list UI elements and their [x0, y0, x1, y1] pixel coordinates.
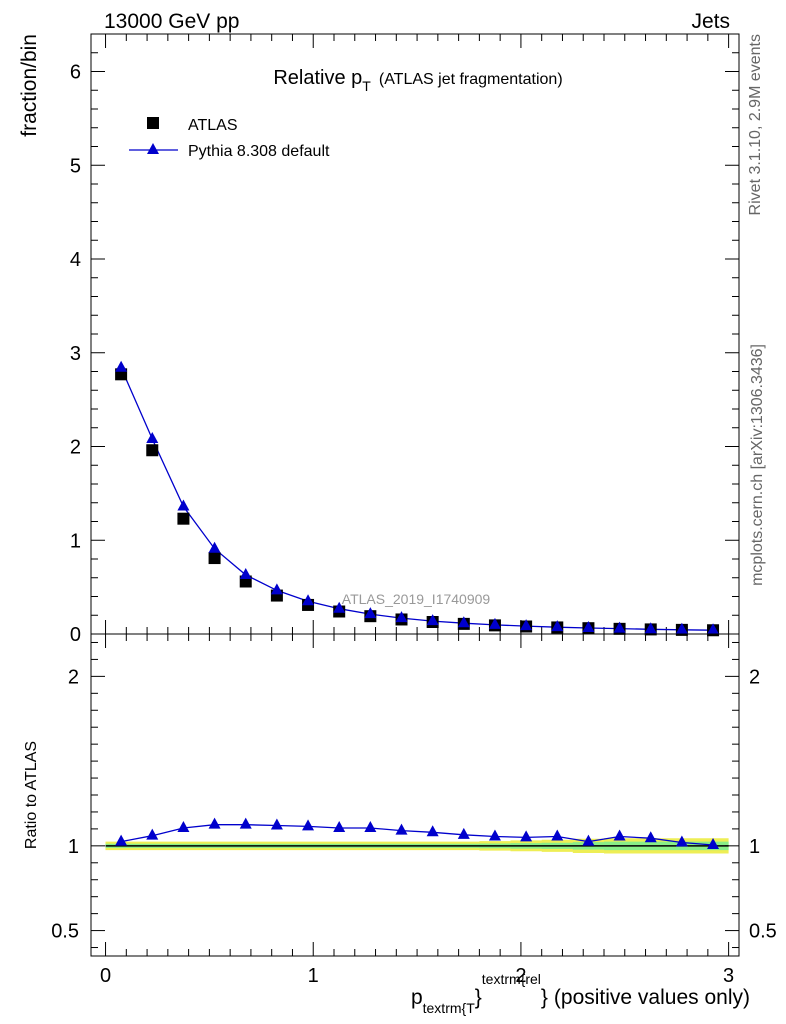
- energy-label: 13000 GeV pp: [104, 10, 239, 33]
- ratio-panel: 0 1 2 3 0.5 0.5 1 1 2 2 Ratio to ATLAS ptextrm{T}…: [23, 633, 777, 1016]
- data-point-pythia: [675, 622, 688, 634]
- x-axis-label-sub: textrm{T: [423, 1000, 476, 1016]
- data-point-pythia: [333, 601, 346, 613]
- ratio-point-pythia: [426, 825, 439, 837]
- data-point-pythia: [488, 617, 501, 629]
- x-tick-label: 2: [515, 965, 526, 987]
- ratio-y-tick-label: 0.5: [51, 921, 79, 943]
- ratio-frame: [90, 633, 740, 957]
- title-main: Relative p: [273, 67, 362, 89]
- ratio-ticks: 0 1 2 3 0.5 0.5 1 1 2 2: [51, 634, 777, 987]
- ratio-y-tick-label-right: 2: [749, 666, 760, 688]
- x-tick-label: 1: [308, 965, 319, 987]
- main-y-axis-label: fraction/bin: [18, 34, 41, 137]
- ratio-point-pythia: [364, 821, 377, 833]
- ratio-y-tick-label-right: 0.5: [749, 921, 777, 943]
- data-point-pythia: [115, 360, 128, 372]
- x-axis-label-brace-2: }: [541, 986, 548, 1009]
- data-point-pythia: [146, 432, 159, 443]
- ratio-point-pythia: [177, 821, 190, 833]
- title-sub: T: [362, 78, 371, 94]
- data-point-pythia: [644, 622, 657, 634]
- data-point-pythia: [582, 621, 595, 633]
- main-ticks: 0 1 2 3 4 5 6: [70, 33, 739, 646]
- data-point-atlas: [208, 552, 221, 565]
- title-rest: (ATLAS jet fragmentation): [379, 71, 563, 88]
- x-axis-label-brace-1: }: [475, 986, 482, 1009]
- x-axis-label-rest: (positive values only): [554, 986, 750, 1009]
- main-y-tick-label: 0: [70, 624, 81, 646]
- ratio-point-pythia: [333, 821, 346, 833]
- main-y-tick-label: 5: [70, 155, 81, 177]
- data-point-pythia: [457, 616, 470, 628]
- x-axis-label-sup: textrm{rel: [482, 971, 541, 987]
- main-panel: 0 1 2 3 4 5 6 ATLAS_2019_I1740909 Relative pT (…: [18, 33, 740, 646]
- process-label: Jets: [691, 10, 730, 33]
- data-point-pythia: [395, 611, 408, 623]
- legend: ATLAS Pythia 8.308 default: [129, 117, 330, 160]
- rivet-label: Rivet 3.1.10, 2.9M events: [747, 34, 764, 215]
- data-point-pythia: [707, 623, 720, 635]
- ratio-y-tick-label-right: 1: [749, 836, 760, 858]
- ratio-point-pythia: [115, 834, 128, 846]
- legend-marker-atlas: [147, 117, 159, 129]
- data-point-atlas: [177, 512, 190, 525]
- x-tick-label: 3: [723, 965, 734, 987]
- data-point-pythia: [239, 567, 252, 579]
- data-point-pythia: [520, 619, 533, 631]
- ratio-line-pythia: [120, 824, 714, 846]
- ratio-point-pythia: [644, 831, 657, 843]
- data-point-pythia: [208, 541, 221, 553]
- ratio-point-pythia: [707, 837, 720, 849]
- ratio-point-pythia: [208, 817, 221, 829]
- main-y-tick-label: 1: [70, 530, 81, 552]
- ratio-point-pythia: [270, 818, 283, 830]
- main-y-tick-label: 3: [70, 343, 81, 365]
- main-y-tick-label: 2: [70, 437, 81, 459]
- mcplots-label: mcplots.cern.ch [arXiv:1306.3436]: [749, 344, 766, 586]
- ratio-y-tick-label: 1: [68, 836, 79, 858]
- ratio-point-pythia: [457, 827, 470, 839]
- ratio-y-tick-label: 2: [68, 666, 79, 688]
- ratio-point-pythia: [613, 829, 626, 841]
- plot-title: Relative pT (ATLAS jet fragmentation): [273, 67, 562, 94]
- data-point-pythia: [613, 621, 626, 633]
- ratio-point-pythia: [488, 829, 501, 841]
- data-point-pythia: [302, 594, 315, 606]
- ratio-point-pythia: [239, 817, 252, 829]
- x-axis-title: ptextrm{T}textrm{rel} (positive values on…: [411, 971, 750, 1016]
- data-point-pythia: [426, 614, 439, 626]
- ratio-point-pythia: [395, 823, 408, 835]
- data-point-pythia: [177, 499, 190, 511]
- svg-text:Relative pT(ATLAS jet fragment: Relative pT (ATLAS jet fragmentation): [273, 67, 562, 94]
- legend-label-pythia: Pythia 8.308 default: [188, 143, 330, 160]
- x-axis-label-main: p: [411, 986, 423, 1009]
- legend-label-atlas: ATLAS: [188, 117, 238, 134]
- ratio-point-pythia: [302, 819, 315, 831]
- ratio-point-pythia: [520, 830, 533, 842]
- legend-marker-pythia: [147, 143, 159, 154]
- ratio-point-pythia: [146, 828, 159, 840]
- ratio-y-axis-label: Ratio to ATLAS: [23, 741, 40, 849]
- main-y-tick-label: 4: [70, 249, 81, 271]
- ratio-point-pythia: [551, 829, 564, 841]
- ratio-point-pythia: [582, 834, 595, 846]
- data-point-pythia: [364, 607, 377, 619]
- main-y-tick-label: 6: [70, 62, 81, 84]
- data-point-atlas: [146, 444, 159, 457]
- data-point-pythia: [551, 620, 564, 632]
- data-point-pythia: [270, 583, 283, 595]
- ratio-point-pythia: [675, 835, 688, 847]
- watermark: ATLAS_2019_I1740909: [342, 591, 491, 607]
- x-tick-label: 0: [100, 965, 111, 987]
- svg-text:ptextrm{T}textrm{rel}(positive: ptextrm{T}textrm{rel} (positive values on…: [411, 971, 750, 1016]
